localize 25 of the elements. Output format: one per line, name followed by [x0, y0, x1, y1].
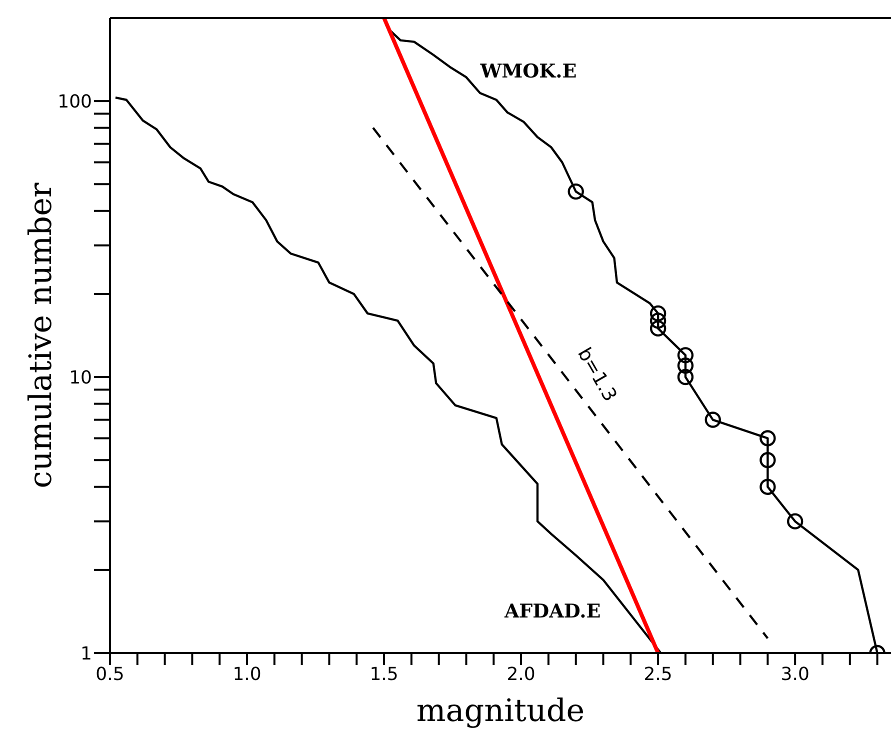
x-axis-title: magnitude: [416, 693, 585, 729]
series-label: AFDAD.E: [503, 600, 601, 623]
point: [760, 478, 776, 495]
x-tick-label: 2.5: [644, 664, 672, 685]
point: [650, 305, 666, 322]
point: [677, 347, 694, 364]
point: [760, 452, 776, 468]
point: [677, 358, 694, 374]
point: [650, 312, 666, 329]
point: [677, 368, 694, 386]
x-tick-label: 2.0: [506, 664, 536, 685]
series-label: WMOK.E: [479, 60, 577, 83]
y-tick-label: 10: [69, 367, 92, 388]
x-tick-label: 1.5: [370, 664, 398, 685]
x-tick-label: 1.0: [232, 664, 262, 685]
x-tick-label: 3.0: [780, 664, 810, 685]
point: [704, 412, 721, 428]
point: [568, 183, 584, 200]
y-tick-label: 100: [58, 91, 92, 112]
point: [650, 320, 666, 337]
y-tick-label: 1: [80, 643, 92, 664]
x-tick-label: 0.5: [96, 664, 124, 685]
y-axis-title: cumulative number: [23, 182, 60, 488]
point: [786, 513, 804, 530]
point: [760, 430, 776, 446]
